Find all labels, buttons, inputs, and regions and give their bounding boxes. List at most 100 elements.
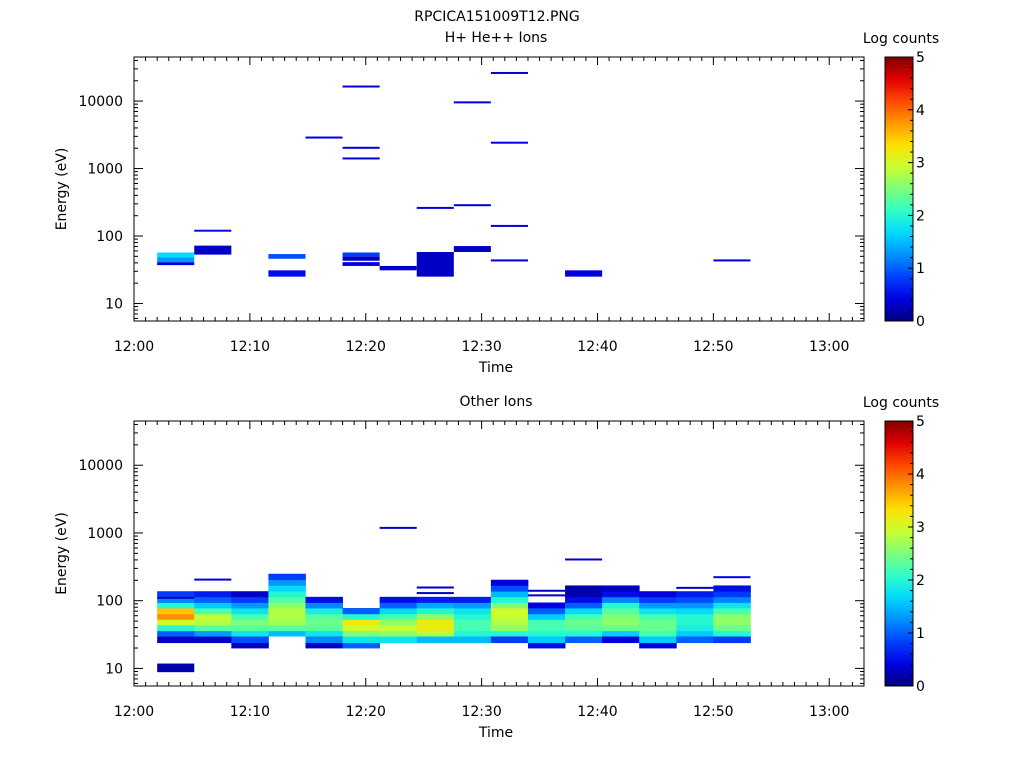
heatmap-cell [268, 630, 306, 637]
heatmap-cell [639, 602, 677, 609]
y-axis-label: Energy (eV) [54, 148, 70, 231]
heatmap-cell [676, 636, 714, 644]
heatmap-cell [194, 596, 232, 603]
heatmap-cell [342, 642, 381, 649]
x-tick-label: 12:50 [693, 704, 733, 720]
heatmap-cell [713, 624, 751, 632]
colorbar-tick-label: 2 [916, 573, 925, 589]
heatmap-cell [379, 265, 417, 271]
y-tick-label: 10 [105, 661, 123, 677]
heatmap-cell [527, 642, 566, 649]
heatmap-cell [490, 613, 529, 620]
heatmap-cell [565, 596, 603, 603]
heatmap-cell [676, 630, 714, 637]
heatmap-cell [602, 585, 640, 592]
heatmap-cell [639, 630, 677, 637]
heatmap-cell [565, 630, 603, 637]
x-tick-label: 12:30 [461, 339, 501, 355]
heatmap-cell [157, 630, 195, 637]
heatmap-cell [565, 585, 603, 592]
heatmap-cell [453, 630, 492, 637]
heatmap-cell [342, 636, 381, 644]
heatmap-cell [490, 619, 529, 626]
heatmap-cell [602, 636, 640, 644]
heatmap-cell [490, 636, 529, 644]
heatmap-cell [157, 602, 195, 609]
heatmap-cell [713, 619, 751, 626]
heatmap-cell [565, 270, 603, 277]
heatmap-cell [379, 596, 418, 603]
heatmap-cell [639, 613, 677, 620]
heatmap-cell [342, 607, 381, 615]
heatmap-cell [194, 229, 232, 232]
heatmap-cell [379, 602, 418, 609]
x-tick-label: 12:20 [346, 339, 386, 355]
heatmap-cell [194, 591, 232, 598]
heatmap-cell [231, 607, 269, 615]
heatmap-cell [305, 636, 343, 644]
heatmap-cell [602, 613, 640, 620]
heatmap-cell [713, 607, 751, 615]
panel-title: Other Ions [459, 394, 532, 410]
colorbar-tick-label: 4 [916, 467, 925, 483]
heatmap-cell [713, 585, 751, 592]
heatmap-cell [268, 579, 306, 586]
heatmap-cell [565, 558, 603, 561]
heatmap-cell [194, 613, 232, 620]
x-tick-label: 12:00 [114, 704, 154, 720]
x-tick-label: 12:50 [693, 339, 733, 355]
heatmap-cell [639, 624, 677, 632]
heatmap-cell [639, 642, 677, 649]
heatmap-cell [713, 259, 751, 262]
heatmap-cell [676, 619, 714, 626]
x-tick-label: 12:40 [577, 339, 617, 355]
heatmap-cell [416, 206, 454, 209]
heatmap-cell [231, 613, 269, 620]
heatmap-cell [713, 596, 751, 603]
panel-2: Other Ions Time Energy (eV) 12:00 12:10 12:20… [54, 394, 939, 741]
heatmap-cell [527, 619, 566, 626]
heatmap-cells [157, 526, 751, 673]
colorbar-tick-label: 3 [916, 156, 925, 172]
heatmap-cell [268, 270, 306, 277]
heatmap-cell [565, 602, 603, 609]
y-tick-label: 100 [96, 594, 123, 610]
heatmap-cell [713, 591, 751, 598]
heatmap-cell [305, 607, 343, 615]
x-axis-label: Time [478, 725, 513, 741]
heatmap-cell [379, 636, 418, 644]
heatmap-cell [527, 613, 566, 620]
heatmap-cell [342, 252, 380, 257]
heatmap-cell [639, 636, 677, 644]
heatmap-cell [527, 624, 566, 632]
heatmap-cell [527, 630, 566, 637]
heatmap-cell [157, 619, 195, 626]
heatmap-cell [490, 602, 529, 609]
heatmap-cell [268, 596, 306, 603]
heatmap-cell [194, 630, 232, 637]
heatmap-cell [602, 607, 640, 615]
colorbar-tick-label: 5 [916, 414, 925, 430]
heatmap-cell [490, 624, 529, 632]
heatmap-cell [676, 624, 714, 632]
heatmap-cell [305, 624, 343, 632]
heatmap-cell [416, 630, 455, 637]
heatmap-cell [676, 591, 714, 598]
heatmap-cell [453, 602, 492, 609]
heatmap-cell [639, 596, 677, 603]
y-tick-label: 1000 [87, 526, 123, 542]
heatmap-cell [602, 619, 640, 626]
heatmap-cell [453, 624, 492, 632]
heatmap-cell [602, 602, 640, 609]
heatmap-cell [157, 613, 195, 620]
heatmap-cell [157, 636, 195, 644]
heatmap-cell [342, 613, 381, 620]
heatmap-cell [639, 619, 677, 626]
heatmap-cell [713, 613, 751, 620]
heatmap-cell [416, 602, 455, 609]
heatmap-cell [268, 602, 306, 609]
heatmap-cell [231, 596, 269, 603]
colorbar-tick-label: 3 [916, 520, 925, 536]
heatmap-cell [416, 251, 454, 277]
heatmap-cell [416, 586, 454, 589]
